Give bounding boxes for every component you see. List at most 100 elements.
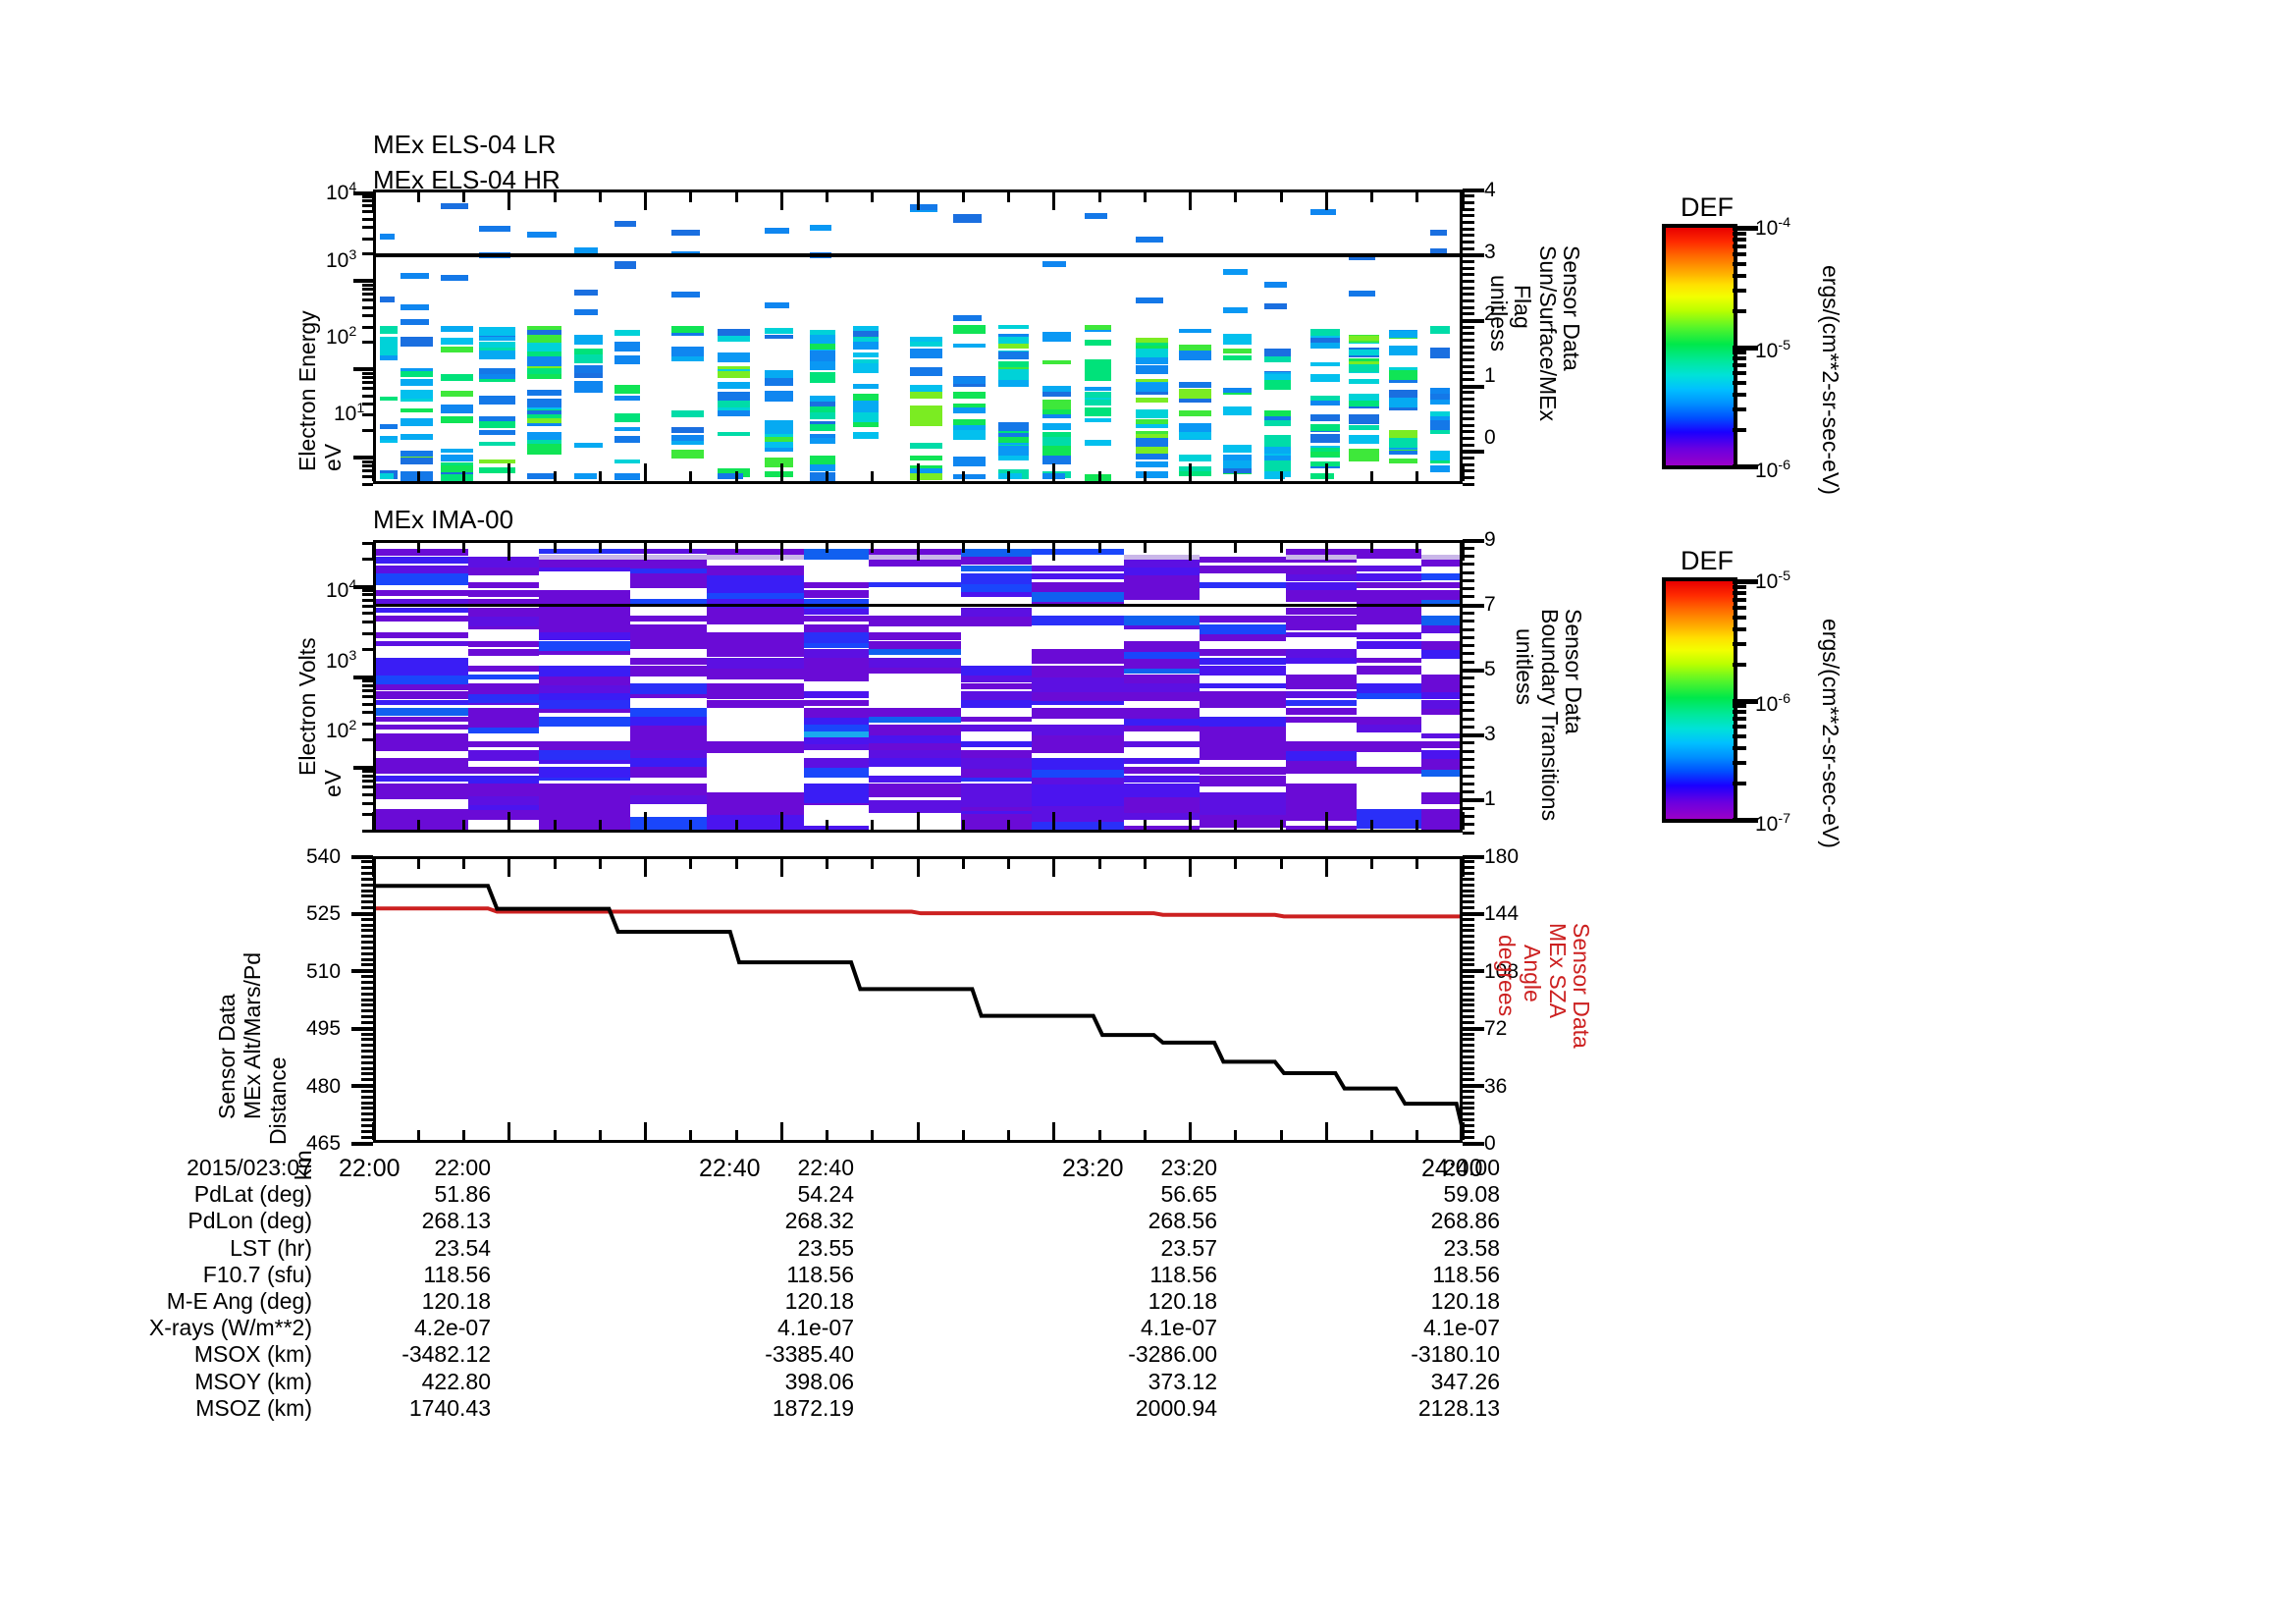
x-axis-tick (871, 859, 875, 869)
ima-band (804, 607, 870, 615)
table-cell: 4.1e-07 (776, 1315, 854, 1341)
axis-tick (362, 774, 373, 778)
spectrogram-cell-high (1264, 303, 1287, 310)
axis-tick (362, 770, 373, 774)
spectrogram-cell-low (717, 473, 744, 479)
spectrogram-cell (614, 396, 641, 401)
spectrogram-cell (953, 344, 987, 349)
spectrogram-cell (441, 337, 474, 345)
spectrogram-cell (1085, 440, 1111, 447)
ima-band (804, 716, 870, 726)
axis-tick (1463, 1026, 1484, 1031)
ima-band (630, 573, 707, 582)
spectrogram-cell (1389, 458, 1417, 463)
panel-1-right-tick-3: 3 (1484, 241, 1496, 263)
table-cell: 2000.94 (1135, 1394, 1217, 1421)
spectrogram-cell (1223, 454, 1252, 461)
spectrogram-cell-low (574, 473, 597, 479)
axis-tick (1463, 652, 1474, 656)
spectrogram-cell (380, 325, 399, 335)
axis-tick (1463, 929, 1474, 933)
axis-tick (361, 951, 373, 955)
ima-band (1357, 725, 1422, 733)
x-axis-tick (779, 1122, 783, 1140)
x-axis-tick (462, 820, 465, 830)
spectrogram-cell (478, 367, 516, 374)
spectrogram-cell (1349, 364, 1380, 372)
x-axis-tick (1370, 820, 1373, 830)
panel-2-plot-frame (373, 540, 1463, 833)
x-axis-tick (1415, 1130, 1419, 1140)
spectrogram-cell-high (574, 289, 599, 296)
axis-tick (361, 975, 373, 979)
table-cell: 120.18 (1148, 1288, 1217, 1314)
spectrogram-cell (671, 410, 705, 418)
x-axis-tick (734, 820, 738, 830)
spectrogram-cell (809, 371, 836, 383)
table-row-label: PdLon (deg) (187, 1208, 312, 1234)
ima-band (467, 565, 539, 576)
x-axis-tick (1234, 859, 1238, 869)
ima-band (706, 741, 805, 753)
axis-tick (1463, 570, 1474, 574)
spectrogram-cell (1430, 387, 1451, 395)
ima-band (1286, 623, 1358, 631)
spectrogram-cell (1264, 356, 1291, 363)
x-axis-tick (553, 859, 557, 869)
ima-band (1200, 808, 1287, 828)
ima-band (1031, 725, 1124, 735)
axis-tick (361, 963, 373, 967)
axis-tick (361, 923, 373, 927)
spectrogram-cell (852, 421, 880, 428)
ima-band (467, 640, 539, 647)
spectrogram-cell (1389, 389, 1417, 398)
ima-band (961, 573, 1032, 585)
panel-2-ytick-10e3: 103 (326, 648, 357, 673)
spectrogram-cell (852, 400, 880, 410)
spectrogram-cell (1179, 431, 1212, 440)
ima-band (1200, 732, 1287, 744)
spectrogram-cell (441, 405, 474, 414)
spectrogram-cell (1264, 374, 1291, 381)
spectrogram-cell (1223, 406, 1252, 415)
spectrogram-cell (765, 471, 793, 477)
spectrogram-cell (1430, 428, 1451, 434)
spectrogram-cell (1135, 421, 1168, 429)
ima-band (376, 557, 468, 564)
ima-band (1357, 657, 1422, 664)
x-axis-tick (961, 859, 965, 869)
panel-2-right-tick-5: 5 (1484, 658, 1496, 680)
panel-3-right-axis-line-2: MEx SZA (1545, 923, 1571, 1019)
axis-tick (1463, 951, 1474, 955)
axis-tick (1733, 261, 1746, 266)
x-axis-tick (1007, 820, 1010, 830)
axis-tick (1733, 288, 1746, 293)
ima-band (1357, 716, 1422, 725)
ima-band (538, 775, 631, 781)
axis-tick (1463, 443, 1474, 447)
x-axis-tick (644, 543, 647, 561)
x-axis-tick (1007, 859, 1010, 869)
x-axis-tick (644, 463, 647, 481)
axis-tick (362, 588, 373, 592)
x-axis-tick (1052, 859, 1056, 877)
ima-band (1123, 573, 1201, 584)
axis-tick (361, 1009, 373, 1013)
ima-band (1286, 682, 1358, 689)
ima-band (1123, 666, 1201, 674)
ima-band (630, 758, 707, 768)
spectrogram-cell (400, 378, 434, 386)
ima-band (869, 708, 962, 718)
table-row-label: MSOZ (km) (195, 1394, 312, 1421)
ima-band (1286, 691, 1358, 698)
ima-band (1357, 573, 1422, 581)
spectrogram-cell (910, 473, 943, 480)
axis-tick (361, 1003, 373, 1007)
spectrogram-cell (526, 352, 561, 359)
axis-tick (1463, 741, 1474, 745)
spectrogram-cell (441, 374, 474, 381)
spectrogram-cell-high (614, 221, 637, 227)
ima-band (961, 767, 1032, 779)
x-axis-tick (1052, 463, 1056, 481)
x-axis-tick (1370, 192, 1373, 202)
